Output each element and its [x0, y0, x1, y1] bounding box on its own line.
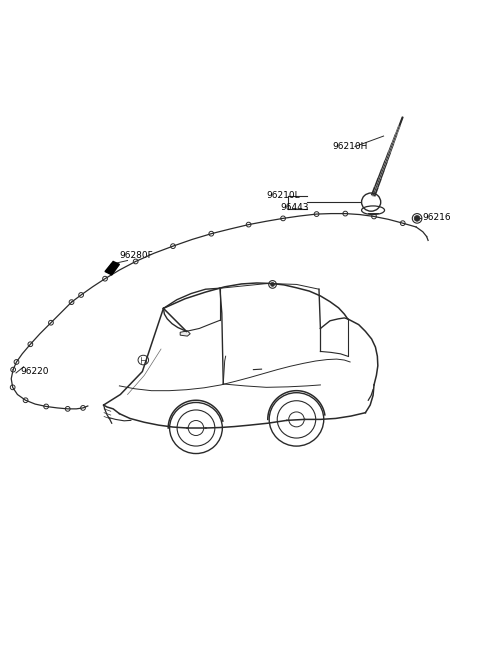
Circle shape [414, 215, 420, 221]
Polygon shape [180, 331, 190, 336]
Text: 96210L: 96210L [267, 191, 300, 200]
Text: 96443: 96443 [281, 203, 309, 212]
Text: 96280F: 96280F [120, 252, 153, 261]
Text: 96210H: 96210H [332, 142, 368, 151]
Polygon shape [105, 261, 120, 275]
Circle shape [271, 282, 275, 286]
Text: 96220: 96220 [21, 367, 49, 376]
Text: 96216: 96216 [423, 214, 452, 223]
